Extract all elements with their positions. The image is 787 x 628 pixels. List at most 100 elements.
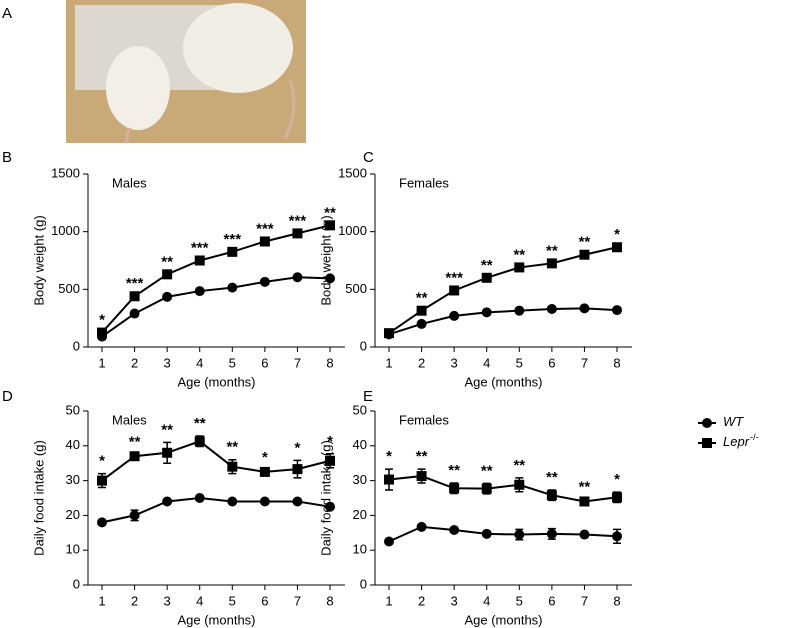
- y-tick-label: 40: [66, 437, 80, 452]
- marker: [416, 471, 427, 482]
- marker: [259, 236, 270, 247]
- x-tick-label: 4: [196, 593, 203, 608]
- subtitle: Males: [112, 175, 147, 190]
- x-tick-label: 1: [385, 593, 392, 608]
- significance: **: [546, 242, 558, 259]
- series-line: [101, 276, 331, 338]
- marker: [325, 273, 336, 284]
- x-tick-label: 8: [326, 593, 333, 608]
- marker: [546, 490, 557, 501]
- x-tick-label: 6: [261, 355, 268, 370]
- x-tick-label: 8: [613, 355, 620, 370]
- marker: [162, 447, 173, 458]
- subtitle: Males: [112, 412, 147, 427]
- marker: [325, 455, 336, 466]
- x-axis-label: Age (months): [177, 374, 255, 389]
- marker: [227, 246, 238, 257]
- y-tick-label: 0: [360, 576, 367, 591]
- y-tick-label: 20: [66, 507, 80, 522]
- y-tick-label: 1000: [338, 223, 367, 238]
- significance: **: [579, 479, 591, 496]
- marker: [292, 496, 303, 507]
- marker: [546, 303, 557, 314]
- marker: [194, 286, 205, 297]
- y-tick-label: 30: [66, 472, 80, 487]
- marker: [449, 310, 460, 321]
- y-tick-label: 40: [353, 437, 367, 452]
- significance: **: [448, 462, 460, 479]
- significance: **: [226, 439, 238, 456]
- x-tick-label: 4: [196, 355, 203, 370]
- series-line: [388, 246, 618, 334]
- chart: C Females 0 500 1000 1500 1 2 3 4 5 6 7 8 Age (months)…: [318, 149, 632, 389]
- legend-label: Lepr -/-: [723, 432, 759, 449]
- x-tick-label: 6: [261, 593, 268, 608]
- x-tick-label: 3: [164, 593, 171, 608]
- marker: [129, 308, 140, 319]
- y-tick-label: 500: [58, 281, 80, 296]
- x-axis-label: Age (months): [464, 612, 542, 627]
- subtitle: Females: [399, 412, 449, 427]
- marker: [579, 249, 590, 260]
- marker: [162, 291, 173, 302]
- marker: [514, 479, 525, 490]
- x-axis-label: Age (months): [464, 374, 542, 389]
- marker: [449, 483, 460, 494]
- significance: *: [386, 448, 392, 465]
- y-axis-label: Daily food intake (g): [318, 440, 333, 556]
- x-tick-label: 8: [326, 355, 333, 370]
- x-tick-label: 1: [98, 355, 105, 370]
- y-tick-label: 0: [73, 338, 80, 353]
- significance: **: [513, 246, 525, 263]
- marker: [194, 493, 205, 503]
- marker: [292, 464, 303, 475]
- marker: [612, 242, 623, 253]
- marker: [384, 536, 395, 547]
- marker: [259, 496, 270, 507]
- marker: [227, 496, 238, 507]
- marker: [546, 528, 557, 539]
- x-tick-label: 1: [98, 593, 105, 608]
- significance: **: [416, 448, 428, 465]
- significance: *: [295, 439, 301, 456]
- marker: [227, 461, 238, 472]
- chart: E Females 0 10 20 30 40 50 1 2 3 4 5 6 7 8 Age (months) D…: [318, 388, 758, 627]
- marker: [384, 328, 395, 339]
- x-tick-label: 5: [229, 593, 236, 608]
- y-tick-label: 10: [66, 542, 80, 557]
- panel-label: B: [2, 149, 12, 166]
- panel-label: A: [2, 5, 12, 22]
- y-axis-label: Body weight (g): [318, 215, 333, 305]
- marker: [702, 418, 712, 428]
- x-tick-label: 7: [581, 593, 588, 608]
- x-tick-label: 4: [483, 355, 490, 370]
- x-tick-label: 5: [516, 355, 523, 370]
- significance: *: [99, 453, 105, 470]
- marker: [579, 303, 590, 314]
- significance: ***: [126, 275, 144, 292]
- significance: **: [161, 421, 173, 438]
- significance: **: [194, 415, 206, 432]
- marker: [97, 327, 108, 338]
- y-tick-label: 50: [66, 402, 80, 417]
- y-tick-label: 1500: [338, 165, 367, 180]
- x-tick-label: 2: [131, 355, 138, 370]
- significance: **: [481, 462, 493, 479]
- y-tick-label: 0: [73, 576, 80, 591]
- x-tick-label: 2: [418, 593, 425, 608]
- y-tick-label: 50: [353, 402, 367, 417]
- x-tick-label: 3: [451, 355, 458, 370]
- significance: *: [262, 449, 268, 466]
- marker: [449, 285, 460, 296]
- y-tick-label: 20: [353, 507, 367, 522]
- y-tick-label: 500: [345, 281, 367, 296]
- series-line: [101, 224, 331, 334]
- significance: **: [129, 433, 141, 450]
- significance: *: [614, 226, 620, 243]
- x-tick-label: 2: [131, 593, 138, 608]
- marker: [259, 466, 270, 477]
- series-line: [101, 496, 331, 524]
- marker: [97, 517, 108, 528]
- significance: **: [324, 204, 336, 221]
